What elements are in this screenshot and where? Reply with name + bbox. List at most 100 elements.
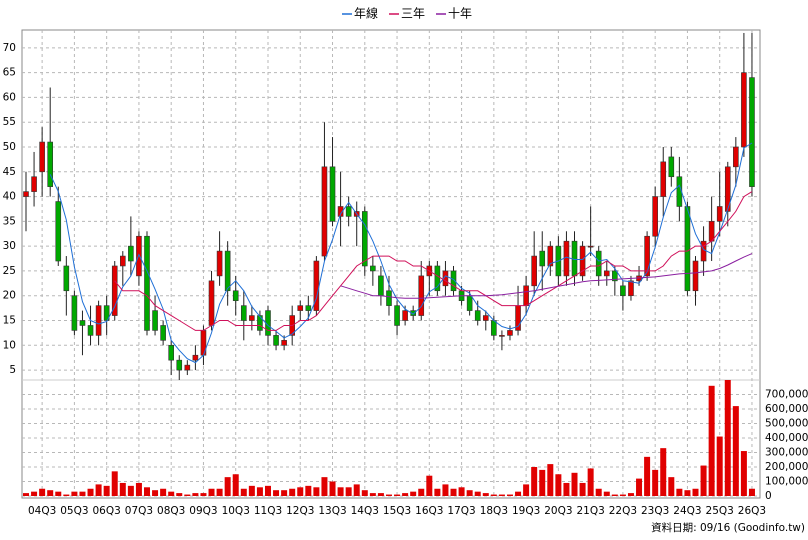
candle-body bbox=[297, 305, 304, 311]
y-tick-label: 20 bbox=[3, 290, 16, 302]
x-tick-label: 14Q3 bbox=[351, 505, 379, 517]
candle-body bbox=[692, 260, 699, 292]
y-tick-label: 70 bbox=[3, 42, 16, 54]
volume-bar bbox=[652, 469, 659, 496]
candle-body bbox=[595, 250, 602, 277]
y2-tick-label: 200,000 bbox=[765, 461, 808, 473]
y-tick-label: 60 bbox=[3, 91, 16, 103]
candle-body bbox=[168, 344, 174, 361]
candle-body bbox=[144, 235, 150, 331]
candle-body bbox=[216, 250, 223, 277]
candle-body bbox=[499, 335, 505, 337]
volume-bar bbox=[603, 491, 610, 496]
candle-body bbox=[345, 206, 352, 217]
volume-bar bbox=[619, 494, 626, 496]
volume-bar bbox=[184, 494, 191, 496]
candle-body bbox=[273, 335, 279, 346]
volume-bar bbox=[627, 493, 634, 496]
candle-body bbox=[224, 250, 231, 292]
volume-bar bbox=[724, 380, 731, 496]
volume-bar bbox=[152, 490, 159, 496]
legend-label: 十年 bbox=[448, 7, 472, 21]
volume-bar bbox=[611, 494, 618, 496]
candle-body bbox=[87, 325, 94, 336]
candle-body bbox=[733, 146, 739, 168]
volume-bar bbox=[337, 487, 344, 496]
candle-body bbox=[79, 320, 86, 326]
candle-body bbox=[700, 240, 707, 262]
ma-line bbox=[49, 142, 753, 364]
candle-body bbox=[434, 265, 441, 292]
volume-bar bbox=[482, 493, 489, 496]
volume-bar bbox=[111, 471, 118, 496]
x-tick-label: 04Q3 bbox=[28, 505, 56, 517]
x-tick-label: 23Q3 bbox=[641, 505, 669, 517]
candle-body bbox=[579, 245, 586, 277]
volume-bar bbox=[208, 488, 215, 496]
volume-bar bbox=[636, 478, 643, 496]
volume-bar bbox=[168, 491, 175, 496]
x-tick-label: 16Q3 bbox=[415, 505, 443, 517]
y-tick-label: 10 bbox=[3, 339, 16, 351]
candle-body bbox=[321, 166, 328, 257]
candle-body bbox=[111, 265, 118, 316]
volume-bar bbox=[79, 491, 86, 496]
y2-tick-label: 700,000 bbox=[765, 389, 808, 401]
y-tick-label: 45 bbox=[3, 166, 16, 178]
candle-body bbox=[531, 255, 537, 287]
volume-bar bbox=[555, 474, 562, 496]
y2-tick-label: 100,000 bbox=[765, 476, 808, 488]
volume-bar bbox=[402, 493, 409, 496]
candle-body bbox=[507, 330, 513, 336]
volume-bar bbox=[47, 490, 54, 496]
volume-bar bbox=[644, 456, 651, 496]
candle-body bbox=[184, 364, 191, 371]
candle-body bbox=[523, 285, 529, 306]
y-tick-label: 40 bbox=[3, 191, 16, 203]
volume-bar bbox=[571, 472, 578, 496]
candle-body bbox=[394, 305, 400, 326]
x-tick-label: 13Q3 bbox=[318, 505, 346, 517]
volume-bar bbox=[143, 487, 150, 496]
volume-bar bbox=[450, 488, 457, 496]
volume-bar bbox=[176, 493, 183, 496]
candle-body bbox=[103, 305, 110, 321]
volume-bar bbox=[547, 464, 554, 496]
y2-tick-label: 0 bbox=[765, 490, 772, 502]
volume-bar bbox=[200, 493, 207, 496]
volume-bar bbox=[660, 448, 667, 496]
candle-body bbox=[249, 315, 255, 321]
x-tick-label: 20Q3 bbox=[544, 505, 572, 517]
candle-body bbox=[418, 275, 425, 316]
volume-bar bbox=[498, 494, 505, 496]
volume-bar bbox=[224, 477, 231, 496]
candle-body bbox=[539, 250, 546, 267]
candle-body bbox=[23, 191, 29, 197]
volume-bar bbox=[490, 494, 497, 496]
volume-bar bbox=[160, 488, 167, 496]
volume-bar bbox=[587, 468, 594, 496]
candle-body bbox=[176, 359, 183, 371]
candle-body bbox=[257, 315, 263, 331]
x-tick-label: 08Q3 bbox=[157, 505, 185, 517]
candle-body bbox=[71, 295, 78, 331]
candle-body bbox=[240, 305, 247, 321]
candle-body bbox=[370, 265, 376, 272]
y-tick-label: 65 bbox=[3, 67, 16, 79]
candle-body bbox=[660, 161, 667, 197]
candle-body bbox=[128, 245, 134, 262]
volume-bar bbox=[531, 467, 538, 496]
source-note: 資料日期: 09/16 (Goodinfo.tw) bbox=[651, 521, 805, 534]
x-tick-label: 06Q3 bbox=[93, 505, 121, 517]
volume-bar bbox=[466, 490, 473, 496]
candle-body bbox=[31, 176, 37, 192]
volume-bar bbox=[127, 485, 134, 496]
y2-tick-label: 400,000 bbox=[765, 432, 808, 444]
candle-body bbox=[587, 245, 594, 248]
volume-bar bbox=[426, 475, 433, 496]
volume-bar bbox=[289, 488, 296, 496]
volume-bar bbox=[264, 485, 271, 496]
volume-bar bbox=[369, 493, 376, 496]
candle-body bbox=[644, 235, 650, 277]
volume-bar bbox=[515, 491, 522, 496]
